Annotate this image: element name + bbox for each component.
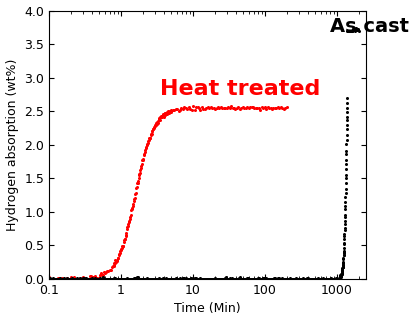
Text: As cast: As cast xyxy=(329,17,408,36)
X-axis label: Time (Min): Time (Min) xyxy=(173,302,240,316)
Text: Heat treated: Heat treated xyxy=(160,79,320,99)
Y-axis label: Hydrogen absorption (wt%): Hydrogen absorption (wt%) xyxy=(5,59,19,231)
